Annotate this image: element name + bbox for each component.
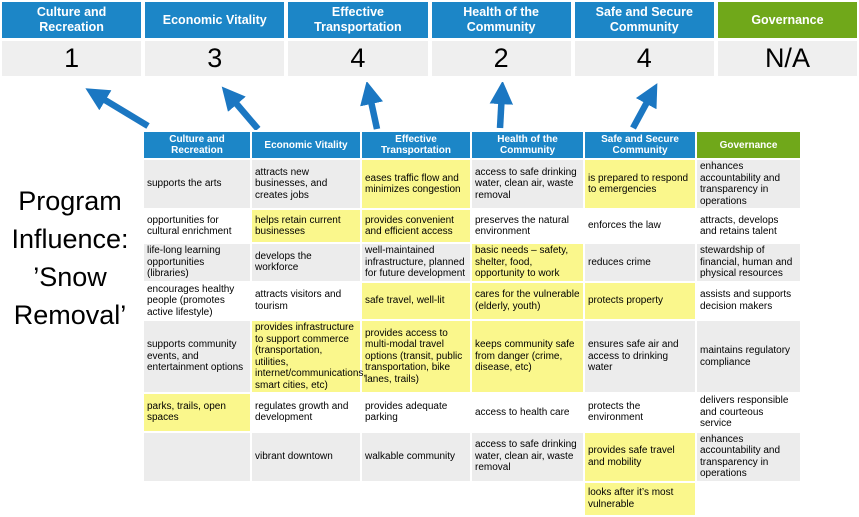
priority-header-row: Culture and Recreation Economic Vitality E… bbox=[2, 2, 858, 38]
priority-header-governance: Governance bbox=[717, 2, 858, 38]
matrix-cell-r3c5: reduces crime bbox=[585, 244, 695, 281]
priority-score-culture-and-recreation: 1 bbox=[2, 41, 142, 76]
page-title: Program Influence: ’Snow Removal’ bbox=[11, 186, 129, 330]
matrix-cell-r7c6: enhances accountability and transparency… bbox=[697, 432, 800, 481]
matrix-row-3: life-long learning opportunities (librar… bbox=[144, 244, 800, 281]
matrix-cell-r5c5: ensures safe air and access to drinking … bbox=[585, 321, 695, 392]
matrix-cell-r4c2: attracts visitors and tourism bbox=[252, 282, 360, 319]
matrix-row-1: supports the arts attracts new businesses… bbox=[144, 160, 800, 208]
priority-header-effective-transportation: Effective Transportation bbox=[288, 2, 428, 38]
matrix-cell-r3c4: basic needs – safety, shelter, food, opp… bbox=[472, 244, 583, 281]
matrix-cell-r4c4: cares for the vulnerable (elderly, youth… bbox=[472, 282, 583, 319]
matrix-cell-r2c5: enforces the law bbox=[585, 210, 695, 242]
matrix-row-8: looks after it’s most vulnerable bbox=[144, 482, 800, 515]
matrix-cell-r8c6 bbox=[697, 482, 800, 515]
arrow-culture-and-recreation bbox=[85, 88, 150, 129]
matrix-cell-r2c6: attracts, develops and retains talent bbox=[697, 210, 800, 242]
matrix-cell-r4c5: protects property bbox=[585, 282, 695, 319]
matrix-cell-r7c3: walkable community bbox=[362, 432, 470, 481]
matrix-cell-r2c2: helps retain current businesses bbox=[252, 210, 360, 242]
matrix-cell-r1c6: enhances accountability and transparency… bbox=[697, 160, 800, 208]
arrow-economic-vitality bbox=[221, 86, 261, 132]
matrix-header-health-of-the-community: Health of the Community bbox=[472, 132, 583, 158]
matrix-cell-r1c3: eases traffic flow and minimizes congest… bbox=[362, 160, 470, 208]
matrix-cell-r6c1: parks, trails, open spaces bbox=[144, 394, 250, 431]
matrix-header-safe-and-secure-community: Safe and Secure Community bbox=[585, 132, 695, 158]
matrix-cell-r1c2: attracts new businesses, and creates job… bbox=[252, 160, 360, 208]
matrix-cell-r6c4: access to health care bbox=[472, 394, 583, 431]
influence-arrows bbox=[85, 82, 658, 132]
matrix-cell-r2c4: preserves the natural environment bbox=[472, 210, 583, 242]
matrix-cell-r5c4: keeps community safe from danger (crime,… bbox=[472, 321, 583, 392]
matrix-cell-r3c2: develops the workforce bbox=[252, 244, 360, 281]
matrix-cell-r4c6: assists and supports decision makers bbox=[697, 282, 800, 319]
matrix-cell-r6c5: protects the environment bbox=[585, 394, 695, 431]
matrix-cell-r7c2: vibrant downtown bbox=[252, 432, 360, 481]
matrix-cell-r6c2: regulates growth and development bbox=[252, 394, 360, 431]
priority-score-economic-vitality: 3 bbox=[145, 41, 285, 76]
matrix-cell-r4c3: safe travel, well-lit bbox=[362, 282, 470, 319]
arrow-effective-transportation bbox=[360, 82, 384, 130]
matrix-row-5: supports community events, and entertain… bbox=[144, 321, 800, 392]
arrow-safe-and-secure-community bbox=[630, 83, 658, 130]
matrix-row-4: encourages healthy people (promotes acti… bbox=[144, 282, 800, 319]
matrix-cell-r2c1: opportunities for cultural enrichment bbox=[144, 210, 250, 242]
priority-header-health-of-the-community: Health of the Community bbox=[431, 2, 571, 38]
matrix-cell-r1c1: supports the arts bbox=[144, 160, 250, 208]
matrix-cell-r8c2 bbox=[252, 482, 360, 515]
priority-header-economic-vitality: Economic Vitality bbox=[145, 2, 285, 38]
matrix-cell-r4c1: encourages healthy people (promotes acti… bbox=[144, 282, 250, 319]
matrix-cell-r1c5: is prepared to respond to emergencies bbox=[585, 160, 695, 208]
matrix-cell-r1c4: access to safe drinking water, clean air… bbox=[472, 160, 583, 208]
matrix-cell-r3c3: well-maintained infrastructure, planned … bbox=[362, 244, 470, 281]
matrix-cell-r7c1 bbox=[144, 432, 250, 481]
matrix-header-economic-vitality: Economic Vitality bbox=[252, 132, 360, 158]
matrix-cell-r3c1: life-long learning opportunities (librar… bbox=[144, 244, 250, 281]
priority-header-culture-and-recreation: Culture and Recreation bbox=[2, 2, 142, 38]
influence-matrix: Culture and Recreation Economic Vitality E… bbox=[142, 130, 802, 517]
priority-score-governance: N/A bbox=[717, 41, 858, 76]
matrix-cell-r6c6: delivers responsible and courteous servi… bbox=[697, 394, 800, 431]
matrix-cell-r5c1: supports community events, and entertain… bbox=[144, 321, 250, 392]
matrix-cell-r8c4 bbox=[472, 482, 583, 515]
priority-score-health-of-the-community: 2 bbox=[431, 41, 571, 76]
matrix-cell-r8c1 bbox=[144, 482, 250, 515]
priority-score-row: 1 3 4 2 4 N/A bbox=[2, 41, 858, 76]
matrix-cell-r3c6: stewardship of financial, human and phys… bbox=[697, 244, 800, 281]
matrix-cell-r7c5: provides safe travel and mobility bbox=[585, 432, 695, 481]
arrow-health-of-the-community bbox=[489, 82, 514, 129]
matrix-header-governance: Governance bbox=[697, 132, 800, 158]
matrix-cell-r6c3: provides adequate parking bbox=[362, 394, 470, 431]
matrix-header-row: Culture and Recreation Economic Vitality E… bbox=[144, 132, 800, 158]
matrix-row-7: vibrant downtown walkable community access… bbox=[144, 432, 800, 481]
matrix-cell-r5c2: provides infrastructure to support comme… bbox=[252, 321, 366, 392]
matrix-cell-r5c3: provides access to multi-modal travel op… bbox=[362, 321, 470, 392]
matrix-cell-r5c6: maintains regulatory compliance bbox=[697, 321, 800, 392]
priority-header-safe-and-secure-community: Safe and Secure Community bbox=[574, 2, 714, 38]
matrix-header-effective-transportation: Effective Transportation bbox=[362, 132, 470, 158]
priority-score-safe-and-secure-community: 4 bbox=[574, 41, 714, 76]
matrix-header-culture-and-recreation: Culture and Recreation bbox=[144, 132, 250, 158]
matrix-cell-r8c5: looks after it’s most vulnerable bbox=[585, 482, 695, 515]
matrix-cell-r8c3 bbox=[362, 482, 470, 515]
matrix-cell-r2c3: provides convenient and efficient access bbox=[362, 210, 470, 242]
matrix-table: Culture and Recreation Economic Vitality E… bbox=[142, 130, 802, 517]
matrix-cell-r7c4: access to safe drinking water, clean air… bbox=[472, 432, 583, 481]
priority-score-effective-transportation: 4 bbox=[288, 41, 428, 76]
matrix-row-6: parks, trails, open spaces regulates grow… bbox=[144, 394, 800, 431]
matrix-row-2: opportunities for cultural enrichment hel… bbox=[144, 210, 800, 242]
